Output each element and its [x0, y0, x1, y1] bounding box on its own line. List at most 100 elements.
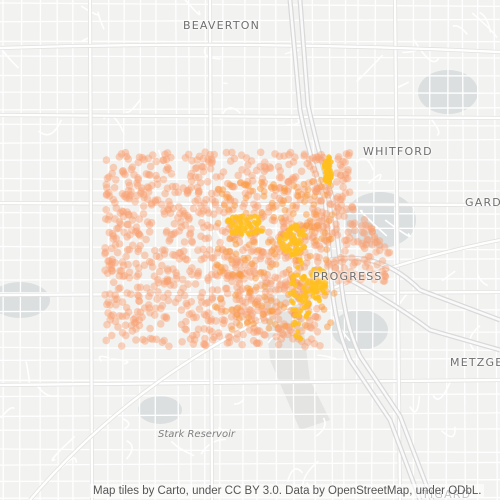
density-point	[379, 277, 388, 285]
density-point	[204, 158, 213, 166]
density-point	[132, 325, 140, 333]
density-point	[281, 254, 290, 262]
density-point	[312, 313, 320, 321]
density-point	[332, 269, 341, 278]
density-point	[118, 207, 126, 215]
density-point	[156, 320, 165, 328]
density-point	[272, 333, 281, 341]
density-point	[174, 294, 182, 303]
density-point	[126, 191, 135, 199]
density-point	[165, 197, 173, 206]
density-point	[206, 246, 214, 254]
density-point	[184, 188, 192, 196]
density-point	[260, 330, 268, 339]
density-point	[116, 220, 125, 228]
density-point	[242, 154, 251, 162]
density-point	[114, 323, 122, 331]
density-point	[109, 278, 118, 287]
density-point	[332, 202, 341, 210]
density-point	[119, 261, 128, 270]
density-point	[221, 284, 230, 293]
density-point	[105, 257, 113, 265]
density-point	[325, 236, 333, 243]
density-point	[191, 197, 199, 206]
density-point	[172, 269, 180, 277]
density-point	[179, 184, 187, 192]
density-point	[138, 153, 147, 162]
density-point	[281, 187, 289, 195]
density-point	[130, 211, 138, 220]
density-point	[291, 236, 298, 242]
density-point	[311, 170, 320, 178]
density-point	[208, 270, 216, 279]
density-point	[330, 289, 338, 297]
density-point	[338, 163, 346, 172]
density-point	[309, 165, 318, 174]
density-point	[341, 170, 350, 179]
density-point	[265, 325, 273, 332]
density-point	[248, 214, 254, 220]
density-point	[124, 186, 133, 195]
density-point	[230, 154, 239, 163]
density-point	[351, 270, 360, 279]
density-point	[160, 336, 168, 345]
density-point	[199, 245, 207, 254]
density-point	[341, 158, 349, 166]
density-point	[232, 335, 241, 343]
density-point	[241, 298, 250, 307]
density-point	[112, 301, 120, 309]
density-point	[207, 315, 216, 324]
density-point	[359, 228, 367, 237]
density-point	[117, 267, 125, 275]
density-point	[265, 228, 273, 236]
density-point	[177, 320, 186, 329]
density-point	[133, 227, 141, 235]
density-point	[286, 148, 295, 157]
density-point	[120, 271, 129, 280]
density-point	[267, 297, 275, 304]
density-point	[172, 271, 181, 280]
density-point	[243, 319, 251, 327]
density-point	[309, 178, 316, 185]
density-point	[127, 321, 136, 330]
density-point	[266, 164, 275, 172]
density-point	[285, 266, 293, 274]
density-point	[135, 230, 143, 238]
density-point	[147, 218, 156, 227]
density-point	[144, 170, 153, 179]
density-point	[197, 162, 206, 171]
density-point	[104, 309, 112, 317]
density-point	[372, 248, 380, 256]
density-point	[334, 204, 342, 212]
density-point	[344, 151, 353, 160]
density-point	[160, 313, 168, 321]
density-point	[200, 325, 208, 333]
density-point	[364, 222, 373, 230]
density-point	[260, 188, 268, 196]
density-point	[279, 330, 288, 339]
density-point	[291, 173, 300, 181]
place-label-metzger: METZGE	[450, 356, 500, 369]
density-point	[334, 193, 342, 201]
density-point	[327, 200, 336, 209]
density-point	[123, 220, 131, 229]
density-point	[236, 321, 244, 329]
density-point	[119, 169, 128, 177]
density-point	[306, 162, 314, 170]
density-point	[360, 229, 369, 237]
density-point	[243, 308, 252, 316]
density-point	[323, 176, 329, 182]
density-point	[266, 318, 274, 326]
density-point	[351, 226, 359, 235]
density-point	[146, 289, 155, 297]
density-point	[148, 335, 157, 344]
density-point	[295, 188, 302, 196]
density-point	[290, 322, 296, 328]
density-point	[284, 178, 292, 186]
density-point	[175, 227, 183, 235]
density-point	[298, 246, 305, 252]
density-point	[202, 195, 210, 204]
density-point	[120, 192, 128, 200]
density-point	[133, 308, 142, 316]
